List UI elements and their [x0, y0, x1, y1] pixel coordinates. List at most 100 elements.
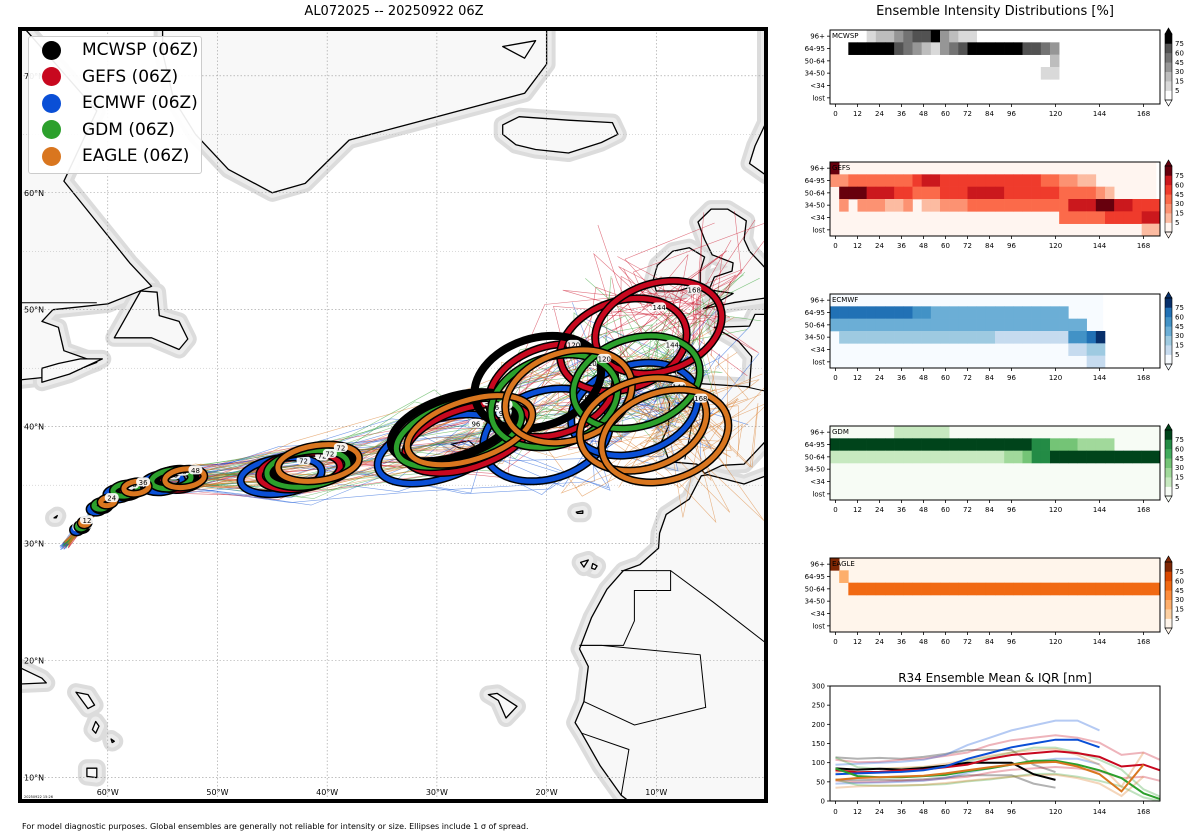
- heatmap-cell: [995, 42, 1005, 55]
- heatmap-cell: [1059, 174, 1069, 187]
- lead-time-label-bg: [468, 418, 483, 428]
- heatmap-cell: [1050, 438, 1060, 451]
- legend-label: EAGLE (06Z): [82, 146, 190, 167]
- colorbar-segment: [1165, 52, 1172, 63]
- heatmap-cell: [1040, 331, 1051, 344]
- heatmap-frame: [829, 557, 1161, 633]
- y-tick-label: <34: [810, 346, 825, 354]
- heatmap-cell: [930, 42, 941, 55]
- newfoundland-land: [113, 290, 189, 351]
- heatmap-cell: [921, 186, 932, 200]
- y-tick-label: <34: [810, 478, 825, 486]
- heatmap-cell: [967, 174, 977, 187]
- heatmap-cell: [1114, 582, 1124, 596]
- heatmap-cell: [903, 331, 913, 344]
- heatmap-cell: [1013, 318, 1023, 332]
- colorbar-segment: [1165, 609, 1172, 619]
- heatmap-cell: [1022, 582, 1032, 596]
- x-tick-label: 84: [985, 506, 994, 514]
- heatmap-frame: [829, 425, 1161, 501]
- ellipse: [599, 387, 731, 485]
- colorbar-label: 60: [1175, 181, 1184, 189]
- lon-label: 40°W: [316, 788, 338, 797]
- heatmap-cell: [930, 30, 941, 43]
- heatmap-cell: [1105, 211, 1115, 224]
- heatmap-title: MCWSP: [832, 32, 859, 40]
- heatmap-cell: [921, 174, 932, 187]
- heatmap-cell: [1059, 331, 1069, 344]
- heatmap-cell: [885, 30, 895, 43]
- heatmap-cell: [995, 199, 1005, 212]
- heatmap-cell: [1050, 54, 1060, 68]
- ellipse: [577, 375, 709, 474]
- heatmap-cell: [1004, 174, 1014, 187]
- heatmap-cell: [1013, 174, 1023, 187]
- x-tick-label: 60: [941, 506, 950, 514]
- heatmap-cell: [1031, 199, 1042, 212]
- heatmap-cell: [1050, 318, 1060, 332]
- colorbar-label: 75: [1175, 304, 1184, 312]
- heatmap-cell: [976, 438, 987, 451]
- heatmap-cell: [1050, 186, 1060, 200]
- x-tick-label: 120: [1049, 638, 1062, 646]
- x-tick-label: 144: [1093, 242, 1107, 250]
- lat-label: 30°N: [24, 540, 44, 549]
- heatmap-cell: [921, 426, 932, 439]
- heatmap-cell: [995, 331, 1005, 344]
- lead-time-label: 72: [325, 450, 334, 458]
- x-tick-label: 84: [985, 638, 994, 646]
- heatmap-cell: [857, 186, 867, 200]
- r34-iqr-line: [835, 719, 1100, 766]
- heatmap-cell: [839, 306, 849, 319]
- legend-item: GDM (06Z): [29, 117, 201, 144]
- heatmap-cell: [949, 450, 959, 464]
- map-frame: [18, 27, 768, 803]
- heatmap-cell: [1004, 42, 1014, 55]
- colorbar-label: 75: [1175, 40, 1184, 48]
- heatmap-cell: [1040, 67, 1051, 80]
- r34-iqr-line: [835, 774, 1056, 789]
- y-tick-label: 50-64: [805, 321, 826, 329]
- heatmap-cell: [903, 174, 913, 187]
- footer-note: For model diagnostic purposes. Global en…: [22, 822, 529, 831]
- lead-time-label-bg: [322, 448, 337, 458]
- heatmap-cell: [985, 199, 996, 212]
- heatmap-cell: [875, 30, 886, 43]
- heatmap-cell: [1068, 582, 1078, 596]
- colorbar-label: 5: [1175, 87, 1179, 95]
- heatmap-cell: [967, 438, 977, 451]
- heatmap-cell: [1013, 186, 1023, 200]
- heatmap-cell: [985, 42, 996, 55]
- heatmap-cell: [1013, 450, 1023, 464]
- x-tick-label: 144: [1093, 638, 1107, 646]
- colorbar-extend-min: [1164, 231, 1173, 239]
- heatmap-cell: [949, 331, 959, 344]
- x-tick-label: 144: [1093, 506, 1107, 514]
- heatmap-cell: [976, 331, 987, 344]
- y-tick-label: 96+: [810, 33, 825, 41]
- y-tick-label: 64-95: [805, 309, 825, 317]
- x-tick-label: 48: [919, 506, 928, 514]
- heatmap-cell: [894, 426, 904, 439]
- heatmap-cell: [857, 318, 867, 332]
- heatmap-cell: [940, 318, 950, 332]
- colorbar-segment: [1165, 458, 1172, 469]
- trinidad-land: [86, 767, 98, 779]
- heatmap-cell: [875, 174, 886, 187]
- heatmap-cell: [1013, 438, 1023, 451]
- r34-mean-line: [835, 738, 1100, 776]
- x-tick-label: 48: [919, 808, 928, 816]
- heatmap-cell: [1050, 67, 1060, 80]
- heatmap-title: GDM: [832, 428, 849, 436]
- heatmap-cell: [894, 318, 904, 332]
- heatmap-cell: [903, 42, 913, 55]
- lead-time-label-bg: [296, 455, 311, 465]
- y-tick-label: 0: [821, 798, 825, 806]
- x-tick-label: 120: [1049, 374, 1062, 382]
- heatmap-cell: [949, 438, 959, 451]
- heatmap-cell: [1031, 186, 1042, 200]
- heatmap-cell: [885, 331, 895, 344]
- colorbar-extend-min: [1164, 495, 1173, 503]
- y-tick-label: 34-50: [805, 598, 825, 606]
- lead-time-label: 96: [471, 420, 480, 428]
